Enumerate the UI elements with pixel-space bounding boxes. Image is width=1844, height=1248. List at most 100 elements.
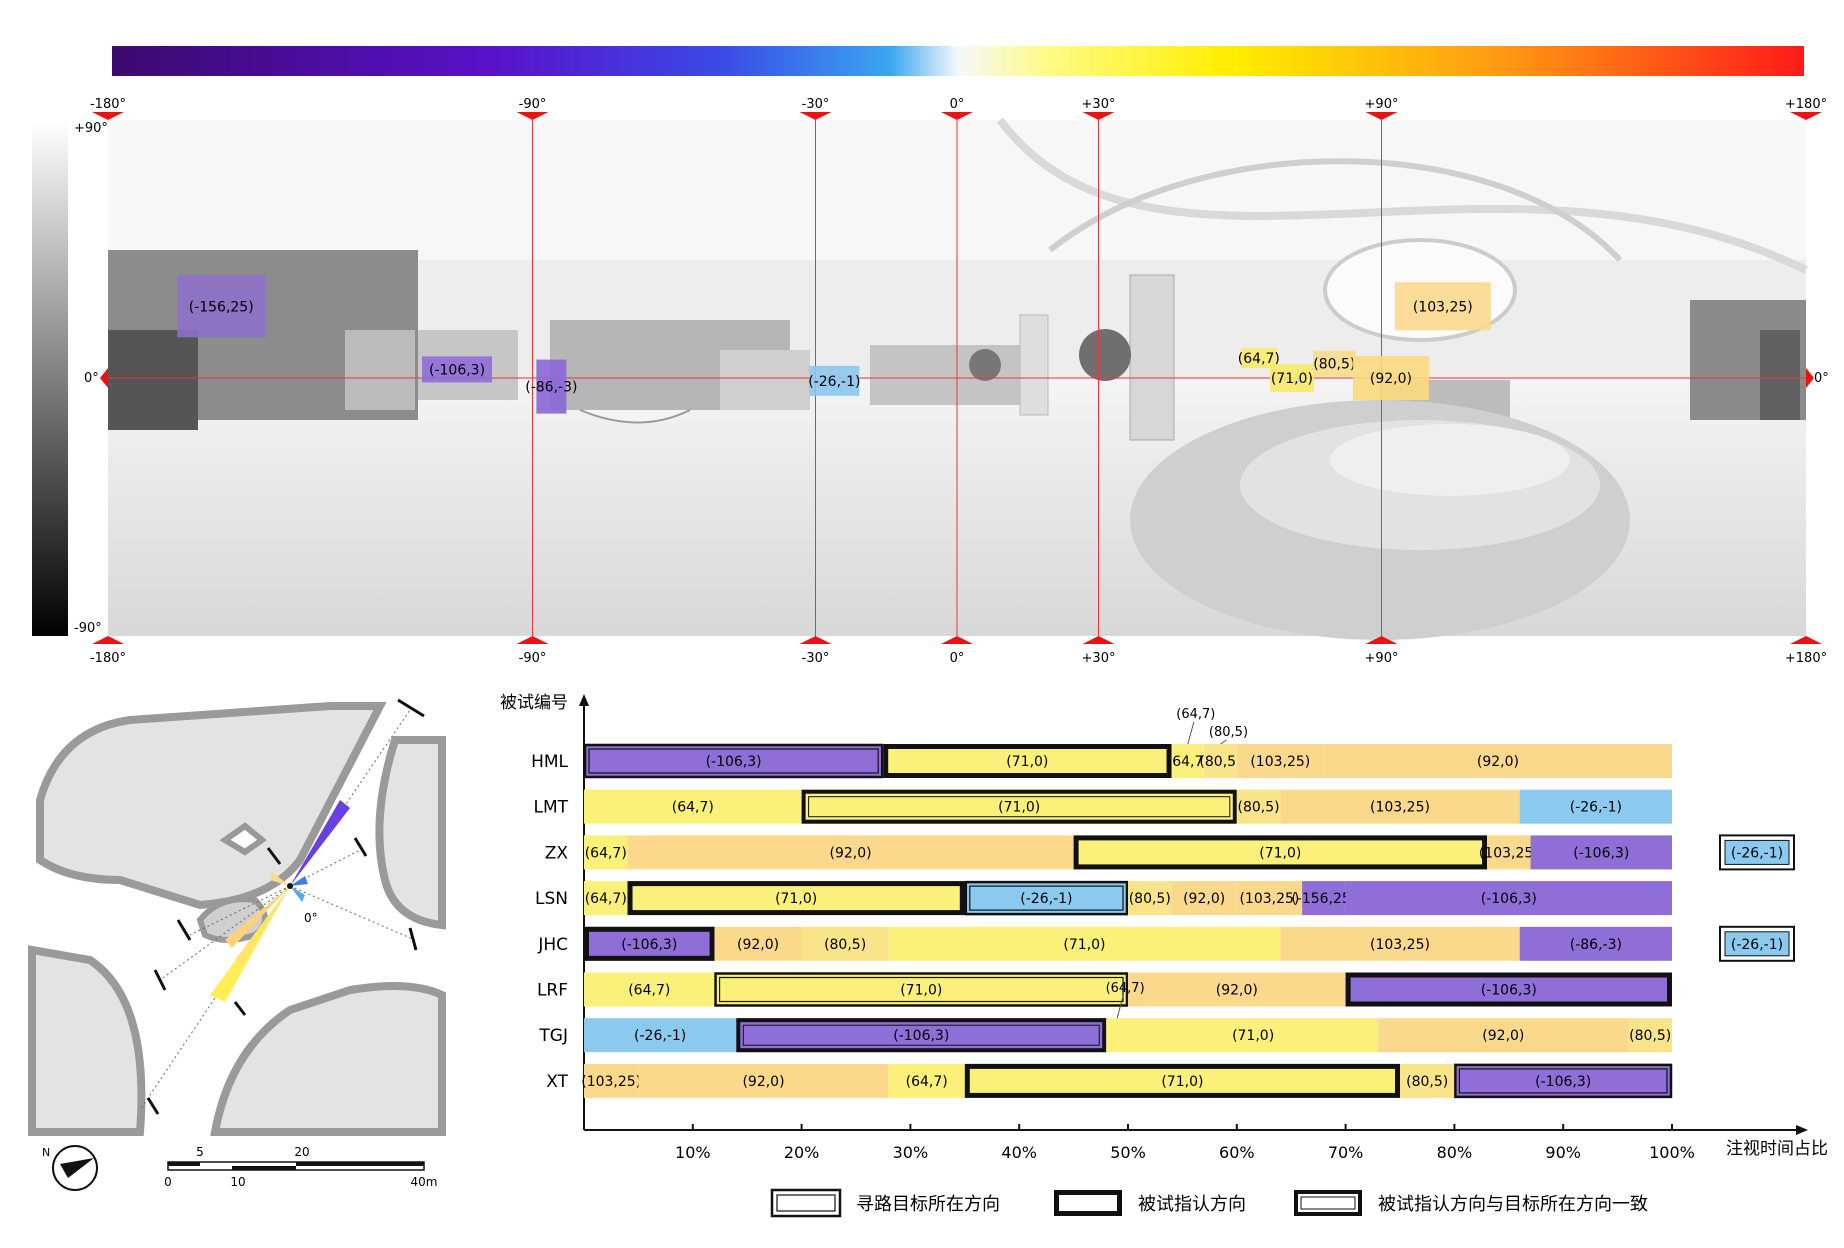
y-axis-arrow-icon (579, 694, 589, 706)
target-outline (714, 972, 1129, 1007)
segment-label: (64,7) (672, 800, 714, 816)
panorama-ticks: -180° -180° -90° -90° -30° -30° 0° 0° +30° +30° +9… (90, 97, 1827, 666)
pitch-tick-top: +90° (74, 121, 108, 136)
yaw-marker-top (941, 112, 973, 120)
target-outline (964, 880, 1129, 916)
subject-label: LMT (533, 798, 568, 818)
segment-label: (80,5) (1406, 1074, 1448, 1090)
bar-segment (1128, 1018, 1379, 1053)
side-target-fill (1724, 839, 1790, 865)
subject-label: LSN (535, 889, 568, 909)
legend: 寻路目标所在方向 被试指认方向 被试指认方向与目标所在方向一致 (770, 1188, 1648, 1218)
yaw-marker-top (799, 112, 832, 120)
match-outline (801, 789, 1237, 824)
segment-label: (103,25) (1370, 937, 1430, 953)
legend-swatch-match-inner (1300, 1196, 1356, 1210)
segment-label: (-106,3) (1573, 845, 1629, 861)
scale-bot-0: 0 (164, 1175, 172, 1189)
subject-label: XT (546, 1072, 568, 1092)
segment-label: (71,0) (900, 983, 942, 999)
segment-label: (64,7) (628, 983, 670, 999)
segment-label: (92,0) (737, 937, 779, 953)
segment-label: (80,5) (824, 937, 866, 953)
target-outline (1454, 1063, 1673, 1099)
bar-segment (1204, 744, 1237, 778)
yaw-tick-top: +30° (1082, 97, 1116, 112)
annotation-label: (71,0) (1271, 371, 1313, 387)
segment-label: (92,0) (742, 1074, 784, 1090)
annotation-box (1352, 356, 1429, 400)
bar-segment (584, 789, 802, 824)
annotation-label: (-86,-3) (525, 380, 577, 396)
scale-top-5: 5 (196, 1145, 204, 1159)
bar-segment (1345, 881, 1672, 916)
segment-label: (71,0) (1161, 1074, 1203, 1090)
annotation-label: (80,5) (1313, 357, 1355, 373)
north-label: N (42, 1146, 50, 1159)
bar-segment (627, 881, 965, 916)
yaw-marker-top (1082, 112, 1115, 120)
segment-label: (64,7) (906, 1074, 948, 1090)
callout-label: (64,7) (1176, 707, 1215, 722)
callout-label: (80,5) (1209, 725, 1248, 740)
yaw-tick-top: 0° (950, 97, 965, 112)
annotation-box (1240, 347, 1277, 368)
subject-label: ZX (545, 843, 569, 863)
side-target-label: (-26,-1) (1731, 845, 1783, 861)
callout-label: (64,7) (1106, 981, 1145, 996)
panorama-annotations: (-156,25) (-106,3) (-86,-3) (-26,-1) (64,7) (… (177, 275, 1491, 414)
x-tick-label: 20% (784, 1143, 820, 1162)
subject-outline (1345, 972, 1672, 1007)
bar-segment (1236, 789, 1281, 824)
x-tick-label: 60% (1219, 1143, 1255, 1162)
subject-outline (964, 1063, 1400, 1098)
segment-label: (71,0) (998, 800, 1040, 816)
yaw-marker-top (1365, 112, 1398, 120)
legend-swatch-target (770, 1188, 842, 1218)
yaw-marker-bottom (1082, 636, 1115, 644)
legend-label: 寻路目标所在方向 (856, 1194, 1000, 1215)
segment-label: (-156,25) (1291, 891, 1356, 907)
x-tick-label: 50% (1110, 1143, 1146, 1162)
yaw-marker-bottom (92, 636, 124, 644)
subject-label: JHC (537, 935, 568, 955)
segment-label: (-106,3) (893, 1028, 949, 1044)
segment-label: (64,7) (1167, 754, 1209, 770)
bar-segment (714, 972, 1128, 1007)
annotation-box (177, 275, 266, 338)
yaw-tick-bottom: 0° (950, 651, 965, 666)
target-outline (583, 743, 884, 779)
segment-label: (-106,3) (1535, 1074, 1591, 1090)
subject-label: TGJ (538, 1026, 568, 1046)
segment-label: (103,25) (1250, 754, 1310, 770)
segment-label: (-26,-1) (1020, 891, 1072, 907)
bar-segment (584, 972, 715, 1007)
side-target-fill (1724, 931, 1790, 957)
subject-outline (627, 881, 965, 916)
bar-segment (736, 1018, 1107, 1053)
x-tick-label: 40% (1001, 1143, 1037, 1162)
bar-segment (1280, 789, 1520, 824)
bar-segment (627, 835, 1074, 870)
bar-segment (1519, 789, 1672, 824)
match-outline-inner (742, 1024, 1100, 1046)
annotation-box (1269, 364, 1314, 392)
pitch-tick-bot: -90° (74, 621, 102, 636)
scale-bot-10: 10 (230, 1175, 245, 1189)
annotation-box (536, 359, 567, 414)
x-tick-label: 100% (1649, 1143, 1695, 1162)
horizon-marker-left (100, 368, 108, 388)
bar-segment (584, 744, 884, 778)
segment-label: (71,0) (1259, 845, 1301, 861)
annotation-label: (-106,3) (429, 362, 485, 378)
segment-label: (80,5) (1129, 891, 1171, 907)
bar-segment (584, 1018, 737, 1053)
x-tick-label: 30% (893, 1143, 929, 1162)
yaw-tick-bottom: -90° (519, 651, 547, 666)
target-outline-inner (1458, 1068, 1668, 1094)
segment-label: (103,25) (581, 1074, 641, 1090)
segment-label: (71,0) (775, 891, 817, 907)
legend-label: 被试指认方向与目标所在方向一致 (1378, 1194, 1648, 1215)
bar-xlabel: 注视时间占比 (1726, 1139, 1828, 1159)
segment-label: (92,0) (1477, 754, 1519, 770)
